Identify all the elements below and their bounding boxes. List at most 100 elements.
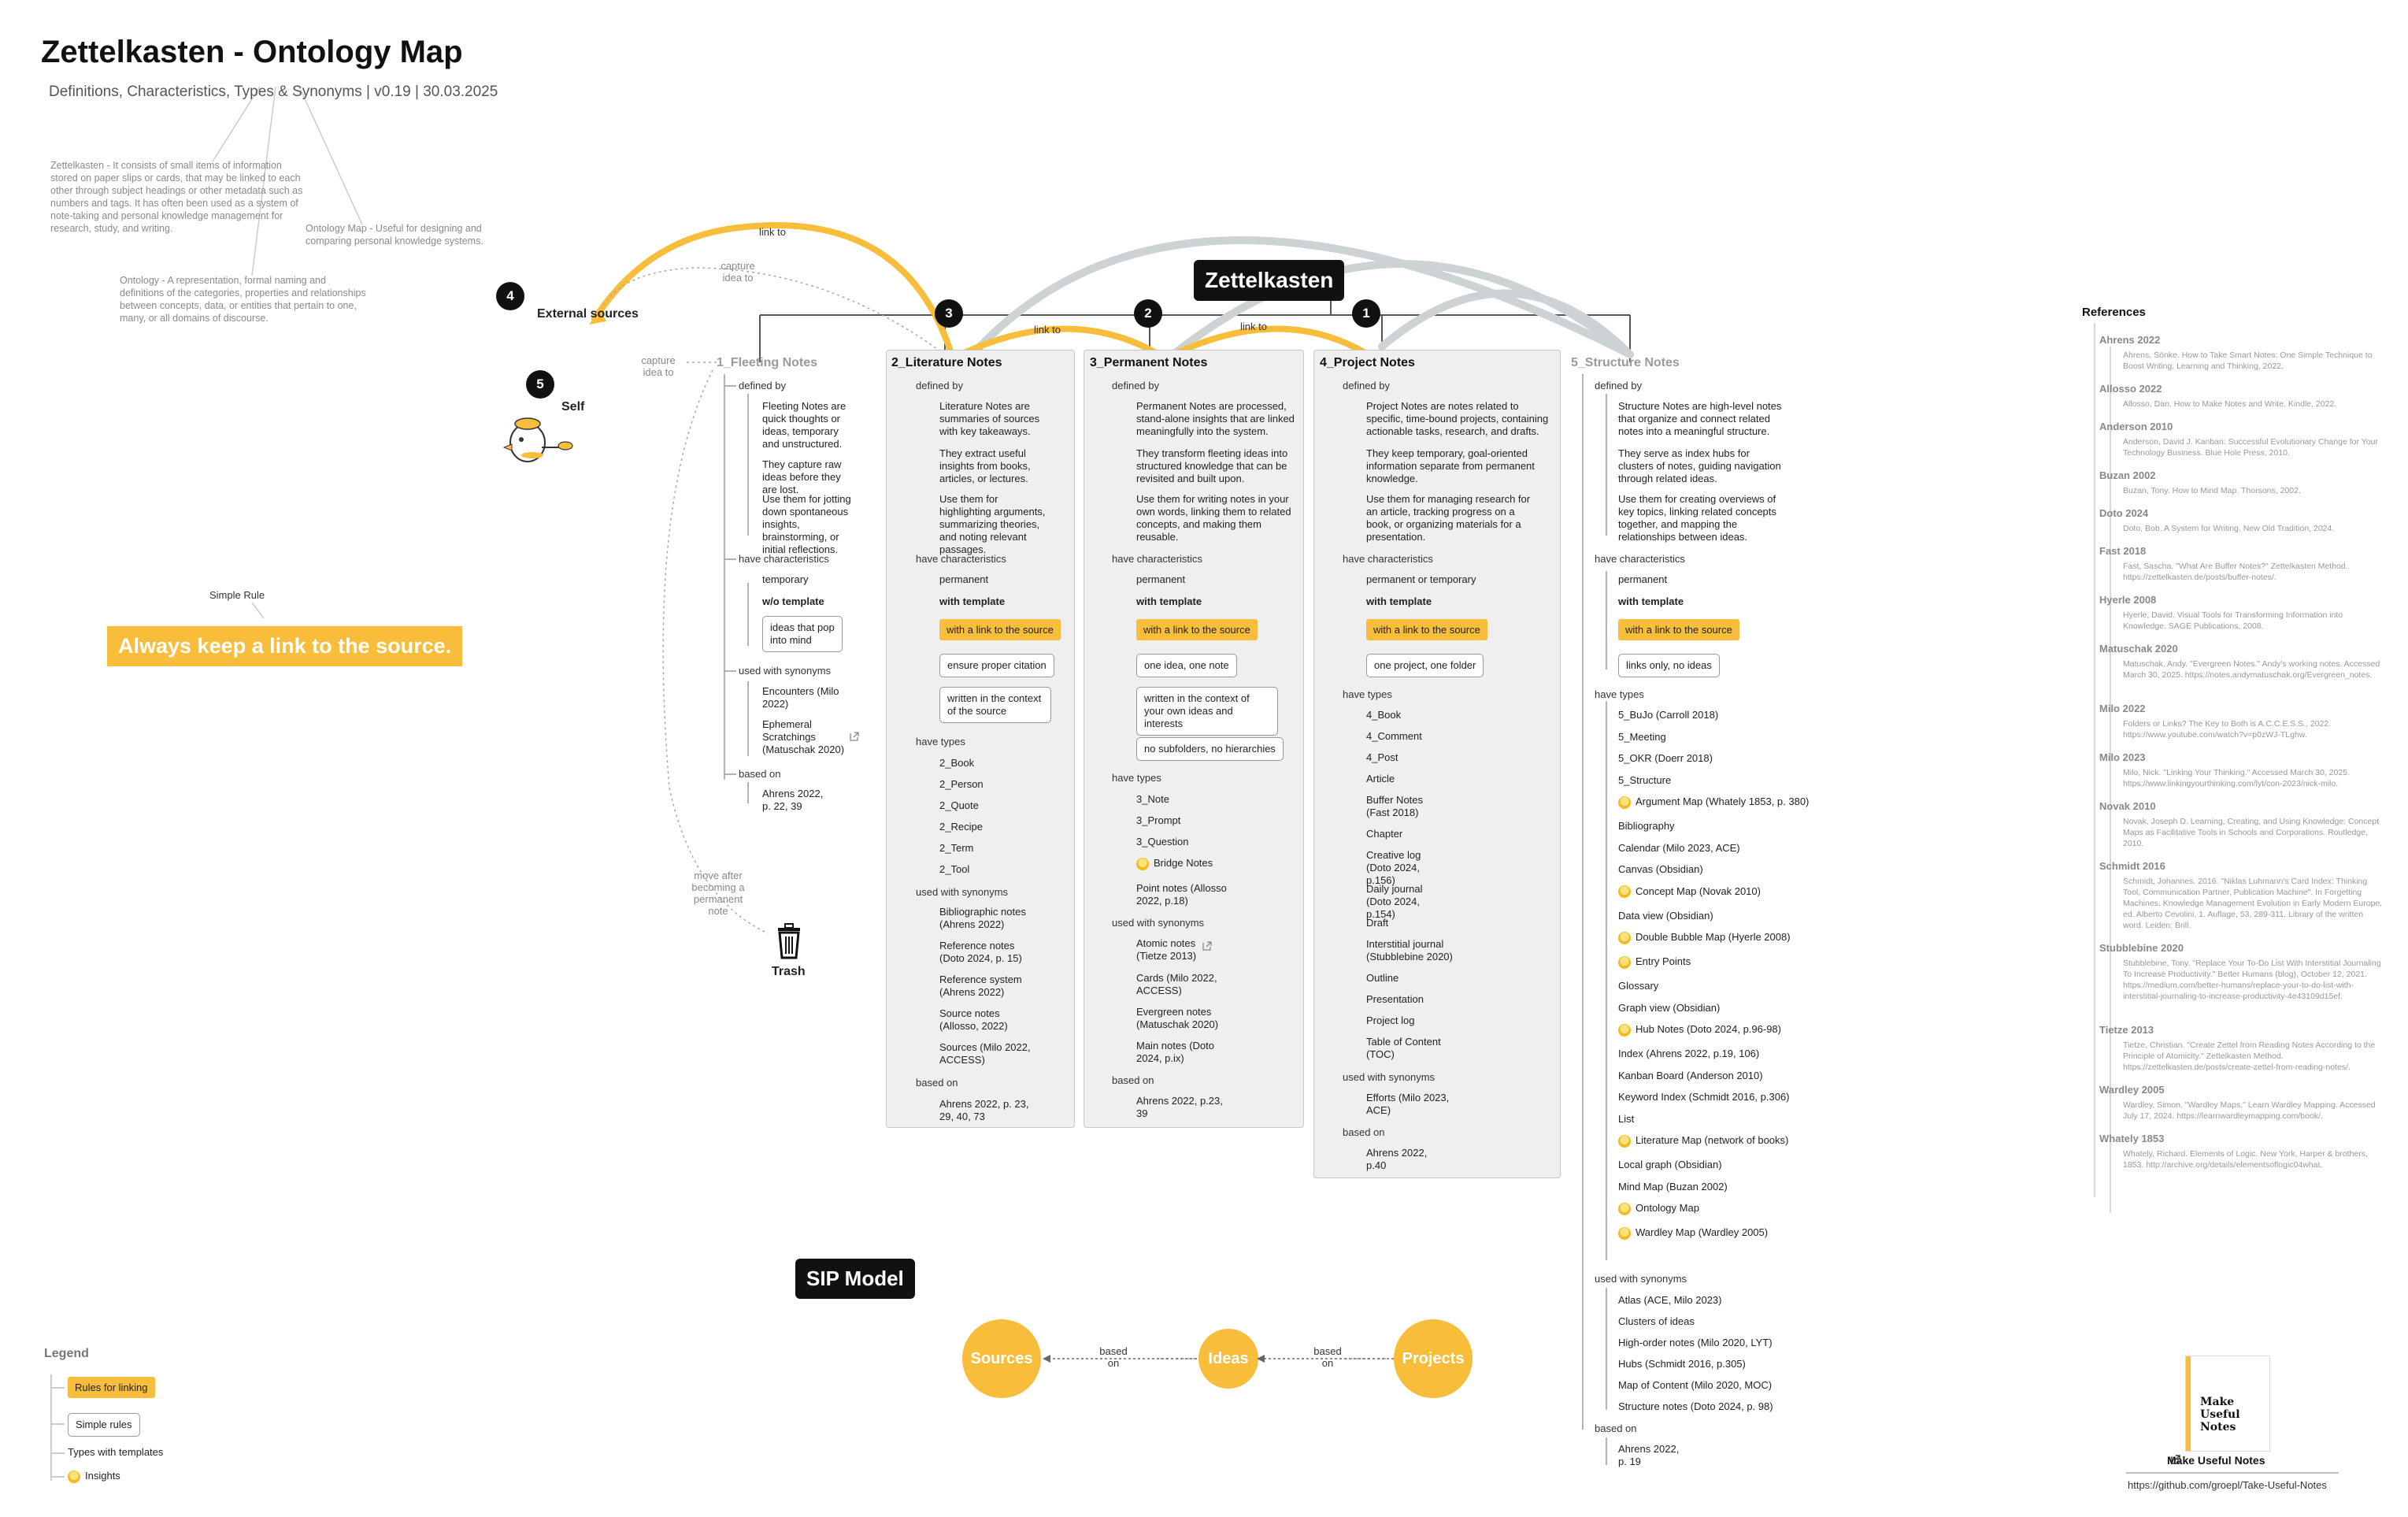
reference-key: Anderson 2010 [2099, 421, 2173, 432]
structure-type-item: Double Bubble Map (Hyerle 2008) [1618, 931, 1791, 944]
literature-rule-tag: with a link to the source [939, 619, 1061, 640]
reference-key: Tietze 2013 [2099, 1024, 2154, 1036]
sip-ideas[interactable]: Ideas [1198, 1329, 1258, 1389]
sip-model-title: SIP Model [795, 1259, 915, 1299]
column-literature-title[interactable]: 2_Literature Notes [891, 356, 1002, 369]
project-char-2: with template [1366, 595, 1432, 607]
structure-char-1: permanent [1618, 573, 1668, 585]
fleeting-based: Ahrens 2022, p. 22, 39 [762, 788, 824, 812]
fleeting-have-characteristics: have characteristics [739, 553, 829, 565]
ontology-map-definition: Ontology Map - Useful for designing and … [306, 223, 483, 247]
structure-type-item: Argument Map (Whately 1853, p. 380) [1618, 796, 1809, 809]
permanent-char-1: permanent [1136, 573, 1186, 585]
permanent-rule-tag: with a link to the source [1136, 619, 1258, 640]
structure-type-item: Keyword Index (Schmidt 2016, p.306) [1618, 1091, 1790, 1103]
permanent-syn-1: Atomic notes (Tietze 2013) [1136, 937, 1197, 962]
permanent-syn-2: Cards (Milo 2022, ACCESS) [1136, 972, 1217, 996]
reference-text: Ahrens, Sönke. How to Take Smart Notes: … [2123, 351, 2373, 371]
structure-defined-by: defined by [1595, 380, 1642, 391]
root-node[interactable]: Zettelkasten [1194, 260, 1345, 301]
permanent-type-bridge: Bridge Notes [1136, 857, 1213, 870]
simple-rule-banner: Always keep a link to the source. [107, 626, 463, 666]
external-link-icon [2171, 1455, 2180, 1464]
structure-type-item: Literature Map (network of books) [1618, 1134, 1788, 1148]
structure-type-item: Entry Points [1618, 955, 1691, 969]
structure-type-item: Hub Notes (Doto 2024, p.96-98) [1618, 1023, 1781, 1037]
sip-edge-based-on-1: based on [1099, 1345, 1128, 1369]
sip-sources[interactable]: Sources [962, 1319, 1041, 1398]
structure-syn-4: Hubs (Schmidt 2016, p.305) [1618, 1358, 1746, 1370]
structure-type-item: Bibliography [1618, 820, 1675, 832]
edge-label-link-right: link to [1240, 321, 1267, 332]
permanent-syn-3: Evergreen notes (Matuschak 2020) [1136, 1006, 1219, 1030]
reference-text: Folders or Links? The Key to Both is A.C… [2123, 719, 2332, 740]
structure-syn-5: Map of Content (Milo 2020, MOC) [1618, 1379, 1773, 1391]
project-have-characteristics: have characteristics [1343, 553, 1433, 565]
trash-label: Trash [772, 965, 806, 978]
project-def-1: Project Notes are notes related to speci… [1366, 400, 1549, 437]
reference-key: Milo 2023 [2099, 751, 2146, 763]
external-link-icon[interactable] [849, 731, 860, 742]
literature-box-2: written in the context of the source [939, 687, 1051, 723]
legend-types-templates: Types with templates [68, 1446, 164, 1458]
fleeting-used-synonyms: used with synonyms [739, 665, 832, 677]
project-def-3: Use them for managing research for an ar… [1366, 493, 1531, 543]
sip-projects[interactable]: Projects [1394, 1319, 1473, 1398]
reference-text: Tietze, Christian. "Create Zettel from R… [2123, 1040, 2376, 1072]
project-type-1: 4_Book [1366, 709, 1402, 721]
simple-rule-caption: Simple Rule [209, 589, 265, 601]
book-label[interactable]: Make Useful Notes [2167, 1454, 2265, 1467]
self-node[interactable]: Self [561, 400, 585, 414]
structure-type-item: Wardley Map (Wardley 2005) [1618, 1226, 1768, 1240]
reference-text: Anderson, David J. Kanban: Successful Ev… [2123, 437, 2378, 458]
literature-syn-2: Reference notes (Doto 2024, p. 15) [939, 940, 1022, 964]
reference-key: Buzan 2002 [2099, 469, 2156, 481]
literature-have-characteristics: have characteristics [916, 553, 1006, 565]
fleeting-def-2: They capture raw ideas before they are l… [762, 458, 842, 495]
project-type-6: Chapter [1366, 828, 1403, 840]
project-def-2: They keep temporary, goal-oriented infor… [1366, 447, 1535, 484]
literature-defined-by: defined by [916, 380, 963, 391]
fleeting-syn-2: Ephemeral Scratchings (Matuschak 2020) [762, 718, 845, 755]
book-url-link[interactable]: https://github.com/groepl/Take-Useful-No… [2128, 1479, 2327, 1491]
fleeting-based-on: based on [739, 768, 781, 780]
sip-arrows [1043, 1355, 1394, 1363]
book-cover-title: Make Useful Notes [2200, 1396, 2240, 1434]
structure-type-item: Calendar (Milo 2023, ACE) [1618, 841, 1740, 854]
external-sources-node[interactable]: External sources [537, 307, 639, 321]
reference-key: Fast 2018 [2099, 545, 2147, 557]
project-box-1: one project, one folder [1366, 654, 1484, 677]
book-cover[interactable]: Make Useful Notes [2186, 1356, 2269, 1451]
structure-type-item: Kanban Board (Anderson 2010) [1618, 1069, 1763, 1081]
structure-type-item: Index (Ahrens 2022, p.19, 106) [1618, 1048, 1760, 1059]
structure-type-item: 5_BuJo (Carroll 2018) [1618, 709, 1719, 721]
bulb-icon [1618, 1023, 1631, 1037]
column-project-title[interactable]: 4_Project Notes [1320, 356, 1415, 369]
reference-text: Novak, Joseph D. Learning, Creating, and… [2123, 817, 2380, 848]
structure-type-item: Mind Map (Buzan 2002) [1618, 1180, 1728, 1192]
permanent-def-3: Use them for writing notes in your own w… [1136, 493, 1291, 543]
project-type-2: 4_Comment [1366, 730, 1422, 742]
reference-text: Hyerle, David. Visual Tools for Transfor… [2123, 610, 2343, 631]
column-permanent-title[interactable]: 3_Permanent Notes [1090, 356, 1208, 369]
self-duck-icon [502, 417, 573, 462]
external-link-icon[interactable] [1202, 940, 1213, 951]
bulb-icon [1618, 931, 1631, 944]
structure-used-synonyms: used with synonyms [1595, 1273, 1687, 1285]
reference-key: Whately 1853 [2099, 1133, 2165, 1144]
sip-edge-based-on-2: based on [1313, 1345, 1342, 1369]
structure-def-2: They serve as index hubs for clusters of… [1618, 447, 1781, 484]
literature-char-2: with template [939, 595, 1006, 607]
column-fleeting-title[interactable]: 1_Fleeting Notes [717, 356, 818, 369]
literature-def-3: Use them for highlighting arguments, sum… [939, 493, 1046, 555]
structure-type-item: Ontology Map [1618, 1202, 1699, 1215]
fleeting-char-temporary: temporary [762, 573, 809, 585]
column-structure-title[interactable]: 5_Structure Notes [1571, 356, 1680, 369]
reference-key: Stubblebine 2020 [2099, 942, 2184, 954]
reference-key: Allosso 2022 [2099, 383, 2162, 395]
structure-based-on: based on [1595, 1422, 1637, 1434]
structure-type-item: Local graph (Obsidian) [1618, 1159, 1722, 1170]
reference-text: Whately, Richard. Elements of Logic. New… [2123, 1149, 2368, 1170]
literature-type-3: 2_Quote [939, 799, 979, 811]
trash-icon [778, 923, 800, 959]
